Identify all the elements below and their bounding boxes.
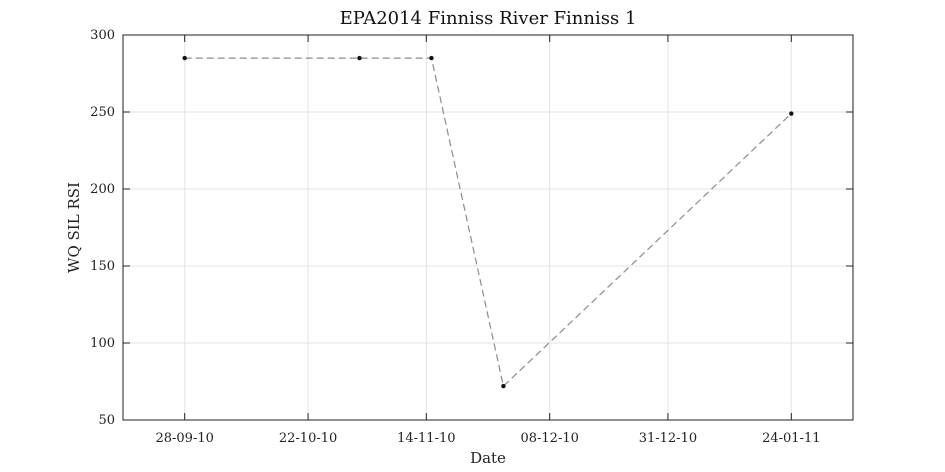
data-point xyxy=(357,55,362,61)
series xyxy=(182,55,794,389)
axis-ticks: 28-09-10 22-10-10 14-11-10 08-12-10 31-12-10… xyxy=(90,28,853,446)
x-tick-label: 14-11-10 xyxy=(397,431,455,446)
y-tick-label: 300 xyxy=(90,28,115,43)
x-tick-label: 31-12-10 xyxy=(639,431,697,446)
y-tick-label: 150 xyxy=(90,259,115,274)
data-point xyxy=(182,55,187,61)
data-point xyxy=(429,55,434,61)
data-point xyxy=(501,383,506,389)
y-tick-label: 250 xyxy=(90,105,115,120)
grid xyxy=(123,34,853,421)
plot-area xyxy=(122,34,854,421)
chart-title: EPA2014 Finniss River Finniss 1 xyxy=(340,8,637,29)
data-point xyxy=(789,111,794,116)
series-line xyxy=(184,57,792,388)
y-tick-label: 200 xyxy=(90,182,115,197)
y-tick-label: 50 xyxy=(98,413,115,428)
x-tick-label: 22-10-10 xyxy=(279,431,337,446)
x-tick-label: 24-01-11 xyxy=(762,431,820,446)
y-tick-label: 100 xyxy=(90,336,115,351)
y-axis-label: WQ SIL RSI xyxy=(65,182,83,273)
x-axis-label: Date xyxy=(470,449,506,467)
x-tick-label: 28-09-10 xyxy=(155,431,213,446)
x-tick-label: 08-12-10 xyxy=(520,431,578,446)
